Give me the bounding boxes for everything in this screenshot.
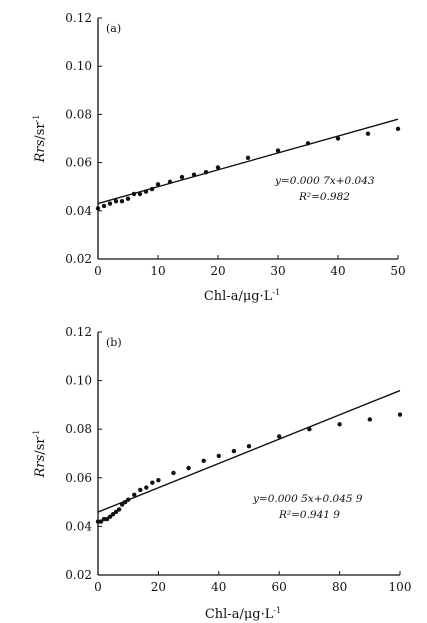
panel-b-x-tick-label: 100 xyxy=(389,580,412,594)
panel-b-data-point xyxy=(98,519,104,524)
panel-b-data-point xyxy=(201,458,206,463)
panel-a-y-tick-label: 0.06 xyxy=(65,156,92,170)
panel-b-x-tick-label: 20 xyxy=(151,580,166,594)
panel-a-y-axis-label: Rrs/sr-1 xyxy=(32,115,48,164)
panel-b-data-point xyxy=(144,485,149,490)
panel-a-data-point xyxy=(191,172,197,177)
panel-a-data-point xyxy=(335,136,341,141)
panel-a-data-point xyxy=(167,179,173,185)
panel-b-x-tick-label: 0 xyxy=(94,580,102,594)
panel-a-x-tick-label: 30 xyxy=(270,264,285,278)
panel-b-data-point xyxy=(116,507,122,512)
panel-b-data-point xyxy=(107,514,113,519)
panel-a-r-squared: R²=0.982 xyxy=(298,191,350,203)
panel-a-data-point xyxy=(203,170,209,175)
panel-a-y-tick-label: 0.08 xyxy=(65,107,92,121)
panel-b-data-point xyxy=(231,448,237,454)
panel-b-data-point xyxy=(104,516,110,522)
panel-a-data-point xyxy=(119,198,125,204)
panel-b-data-point xyxy=(138,487,143,493)
panel-b-data-point xyxy=(95,519,101,524)
panel-b-data-point xyxy=(156,478,161,483)
panel-b-y-tick-label: 0.04 xyxy=(65,519,92,533)
panel-a-x-axis-label: Chl-a/μg·L-1 xyxy=(204,288,280,304)
panel-a-equation: y=0.000 7x+0.043 xyxy=(274,175,375,187)
panel-a-data-point xyxy=(275,148,281,153)
panel-a-data-point xyxy=(143,189,149,194)
panel-a-x-tick-label: 0 xyxy=(94,264,102,278)
panel-b-data-point xyxy=(246,444,252,449)
panel-b-data-point xyxy=(122,499,128,505)
panel-a-x-tick-label: 20 xyxy=(210,264,225,278)
panel-b-data-point xyxy=(277,434,282,439)
panel-b-data-point xyxy=(110,512,116,517)
panel-b-y-tick-label: 0.02 xyxy=(65,568,92,582)
panel-b-data-point xyxy=(337,422,342,427)
panel-a-y-tick-label: 0.10 xyxy=(65,59,92,73)
panel-a-data-point xyxy=(125,196,131,201)
panel-b-data-point xyxy=(113,509,119,515)
panel-a-y-tick-label: 0.04 xyxy=(65,204,92,218)
panel-a-y-tick-label: 0.12 xyxy=(65,11,92,25)
panel-b-data-point xyxy=(150,480,155,485)
panel-b-label: (b) xyxy=(106,336,122,349)
panel-b-x-tick-label: 60 xyxy=(272,580,287,594)
panel-b-x-axis-label: Chl-a/μg·L-1 xyxy=(205,606,281,622)
panel-b-data-point xyxy=(132,492,137,498)
panel-b-y-tick-label: 0.10 xyxy=(65,374,92,388)
panel-a-data-point xyxy=(215,165,221,170)
panel-b-equation: y=0.000 5x+0.045 9 xyxy=(252,493,363,505)
panel-a-x-tick-label: 40 xyxy=(330,264,345,278)
panel-b-data-point xyxy=(171,470,176,476)
panel-a-data-point xyxy=(95,206,101,211)
panel-a-data-point xyxy=(395,126,401,132)
panel-b-x-tick-label: 40 xyxy=(211,580,226,594)
panel-a-data-point xyxy=(113,198,119,204)
panel-b-data-point xyxy=(119,502,125,507)
panel-b-y-tick-label: 0.06 xyxy=(65,471,92,485)
panel-b-y-axis-label: Rrs/sr-1 xyxy=(32,430,48,479)
panel-a-data-point xyxy=(131,191,137,197)
panel-a-data-point xyxy=(365,131,371,136)
panel-a-data-point xyxy=(149,186,155,192)
panel-a-y-tick-label: 0.02 xyxy=(65,252,92,266)
panel-a-data-point xyxy=(101,203,107,209)
panel-b-r-squared: R²=0.941 9 xyxy=(278,509,340,521)
panel-b-y-tick-label: 0.08 xyxy=(65,422,92,436)
panel-b-data-point xyxy=(186,465,191,471)
panel-a-fit-line xyxy=(97,118,399,205)
panel-a-data-point xyxy=(137,191,143,197)
panel-b-data-point xyxy=(216,453,221,459)
panel-b-data-point xyxy=(307,427,312,432)
panel-a-label: (a) xyxy=(106,22,121,35)
panel-b-data-point xyxy=(101,516,107,522)
panel-a-data-point xyxy=(305,141,311,146)
panel-b-y-tick-label: 0.12 xyxy=(65,325,92,339)
panel-a-data-point xyxy=(179,174,185,180)
panel-a-data-point xyxy=(155,182,161,187)
panel-a-x-tick-label: 50 xyxy=(390,264,405,278)
panel-b-data-point xyxy=(126,497,131,502)
panel-a-data-point xyxy=(107,201,113,206)
panel-a-data-point xyxy=(245,155,251,160)
panel-b-fit-line xyxy=(97,389,401,513)
panel-a-x-tick-label: 10 xyxy=(150,264,165,278)
panel-b-data-point xyxy=(367,417,372,422)
panel-b-data-point xyxy=(397,412,403,417)
panel-b-x-tick-label: 80 xyxy=(332,580,347,594)
